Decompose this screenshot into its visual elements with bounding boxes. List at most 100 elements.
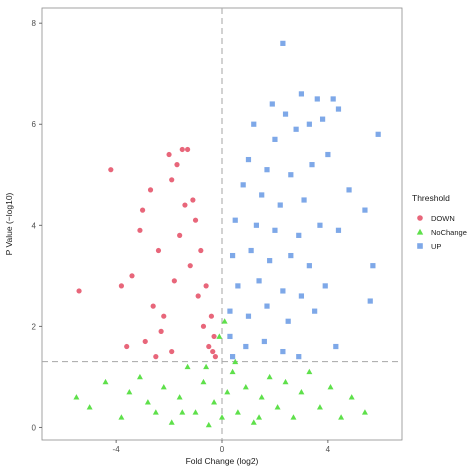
point-down [187,263,193,269]
point-nochange [316,404,323,410]
point-nochange [282,378,289,385]
y-axis-title: P Value (−log10) [4,192,14,255]
point-nochange [221,318,228,324]
point-nochange [205,421,212,428]
point-up [245,313,252,319]
point-down [76,288,82,294]
point-nochange [250,419,257,425]
point-up [235,283,241,289]
point-nochange [242,383,249,390]
point-down [208,313,215,319]
point-up [280,288,286,294]
point-up [282,111,289,117]
point-down [155,247,162,254]
point-up [306,121,312,127]
point-nochange [229,368,236,375]
y-tick-label: 6 [32,120,37,129]
point-down [147,187,154,193]
data-points [73,40,381,428]
point-nochange [266,373,273,380]
point-nochange [258,394,265,400]
point-up [248,247,254,254]
point-up [346,187,352,193]
point-down [129,273,135,279]
point-up [309,162,315,168]
point-down [200,323,207,329]
point-up [277,202,283,208]
legend-label-nochange: NoChange [431,228,467,237]
point-nochange [102,378,109,385]
point-up [240,182,246,188]
point-up [325,151,331,158]
point-nochange [224,389,231,395]
y-tick-label: 8 [32,19,37,28]
point-down [158,328,164,334]
point-down [142,338,148,345]
point-nochange [327,383,334,390]
point-down [153,354,159,360]
point-up [335,106,342,112]
point-down [198,247,204,254]
point-down [210,348,216,355]
legend: Threshold DOWN NoChange UP [412,193,467,251]
point-nochange [136,373,143,380]
point-up [312,308,318,314]
point-up [229,252,236,259]
point-nochange [86,404,93,410]
point-down [169,177,175,183]
point-up [227,308,233,314]
x-axis-title: Fold Change (log2) [186,456,259,466]
point-down [190,197,196,203]
point-nochange [290,414,297,420]
point-nochange [211,399,218,405]
point-up [267,258,273,264]
x-axis: -4 0 4 [113,440,331,454]
legend-label-down: DOWN [431,214,455,223]
legend-title: Threshold [412,193,450,203]
point-up [261,338,267,345]
point-down [108,167,114,173]
point-up [251,121,257,127]
point-down [150,303,156,309]
point-up [227,333,233,340]
point-nochange [152,409,159,415]
point-nochange [126,389,133,395]
point-nochange [160,383,167,390]
point-down [177,232,183,238]
point-nochange [200,378,207,385]
point-down [212,354,218,360]
point-up [264,167,270,173]
point-nochange [361,409,368,415]
legend-key-nochange [416,228,424,235]
point-up [301,197,307,203]
point-down [184,146,191,153]
point-down [166,151,172,158]
legend-key-down [417,215,423,221]
point-nochange [192,409,199,415]
point-up [256,278,262,284]
point-up [293,126,299,132]
point-nochange [144,399,151,405]
y-axis: 0 2 4 6 8 [32,19,42,432]
point-down [137,227,143,233]
point-down [171,278,177,284]
point-up [253,222,260,228]
point-nochange [306,368,313,375]
point-up [272,227,278,233]
point-up [232,217,238,223]
point-up [298,91,305,97]
point-up [314,96,320,102]
point-down [211,333,217,340]
point-up [259,192,265,198]
point-down [139,207,146,213]
point-down [124,343,130,350]
point-up [264,303,270,309]
x-tick-label: -4 [113,445,121,454]
point-down [182,202,188,208]
point-up [229,354,236,360]
point-up [330,96,336,102]
x-tick-label: 4 [326,445,331,454]
point-up [243,343,249,350]
point-nochange [348,394,355,400]
y-tick-label: 2 [32,322,37,331]
